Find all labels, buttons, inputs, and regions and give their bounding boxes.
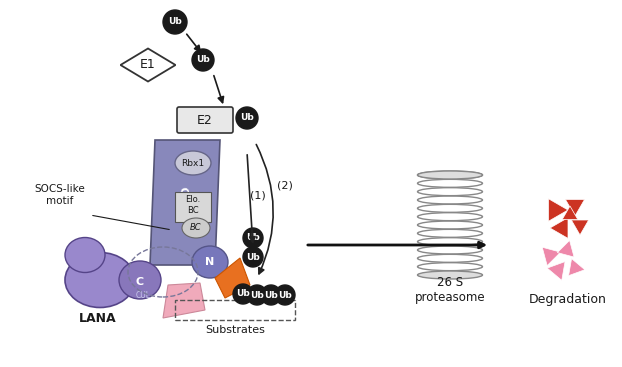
Text: C: C	[136, 277, 144, 287]
Text: Ub: Ub	[240, 113, 254, 123]
Text: Ub: Ub	[168, 18, 182, 26]
Polygon shape	[163, 283, 205, 318]
Ellipse shape	[182, 218, 210, 238]
Text: E2: E2	[197, 113, 213, 127]
Circle shape	[192, 49, 214, 71]
Circle shape	[243, 247, 263, 267]
Ellipse shape	[65, 252, 135, 308]
Text: CUL: CUL	[136, 291, 151, 301]
Text: SOCS-like
motif: SOCS-like motif	[35, 184, 85, 206]
Text: LANA: LANA	[79, 312, 117, 324]
Text: Ub: Ub	[278, 291, 292, 299]
Text: 26 S
proteasome: 26 S proteasome	[415, 276, 485, 304]
Polygon shape	[562, 206, 578, 219]
Text: Ub: Ub	[264, 291, 278, 299]
Ellipse shape	[65, 237, 105, 273]
Polygon shape	[150, 140, 220, 265]
Polygon shape	[550, 218, 568, 239]
Text: Ub: Ub	[246, 252, 260, 262]
FancyBboxPatch shape	[175, 192, 211, 222]
Circle shape	[261, 285, 281, 305]
Text: BC: BC	[190, 224, 202, 233]
Text: E1: E1	[140, 58, 156, 72]
Ellipse shape	[192, 246, 228, 278]
Polygon shape	[569, 259, 585, 276]
Ellipse shape	[175, 151, 211, 175]
Circle shape	[243, 228, 263, 248]
Polygon shape	[547, 262, 565, 280]
FancyBboxPatch shape	[177, 107, 233, 133]
Text: Elo.
BC: Elo. BC	[185, 195, 201, 215]
Text: Ub: Ub	[196, 55, 210, 65]
Text: N: N	[205, 257, 215, 267]
Circle shape	[163, 10, 187, 34]
Polygon shape	[215, 258, 250, 298]
Ellipse shape	[417, 171, 483, 179]
Polygon shape	[557, 240, 574, 257]
Text: Ub: Ub	[246, 233, 260, 243]
Text: Ub: Ub	[250, 291, 264, 299]
Ellipse shape	[417, 271, 483, 279]
Polygon shape	[549, 199, 568, 221]
Circle shape	[247, 285, 267, 305]
Polygon shape	[542, 247, 560, 266]
Text: Cul5: Cul5	[177, 185, 193, 215]
Ellipse shape	[119, 261, 161, 299]
Polygon shape	[565, 200, 585, 216]
Text: Ub: Ub	[236, 290, 250, 298]
Polygon shape	[121, 48, 175, 81]
Text: (1): (1)	[250, 190, 266, 200]
Circle shape	[275, 285, 295, 305]
Text: Rbx1: Rbx1	[182, 159, 205, 167]
Circle shape	[233, 284, 253, 304]
Text: (2): (2)	[277, 180, 293, 190]
Polygon shape	[572, 220, 588, 235]
Text: Substrates: Substrates	[205, 325, 265, 335]
Text: Degradation: Degradation	[529, 294, 607, 306]
Circle shape	[236, 107, 258, 129]
